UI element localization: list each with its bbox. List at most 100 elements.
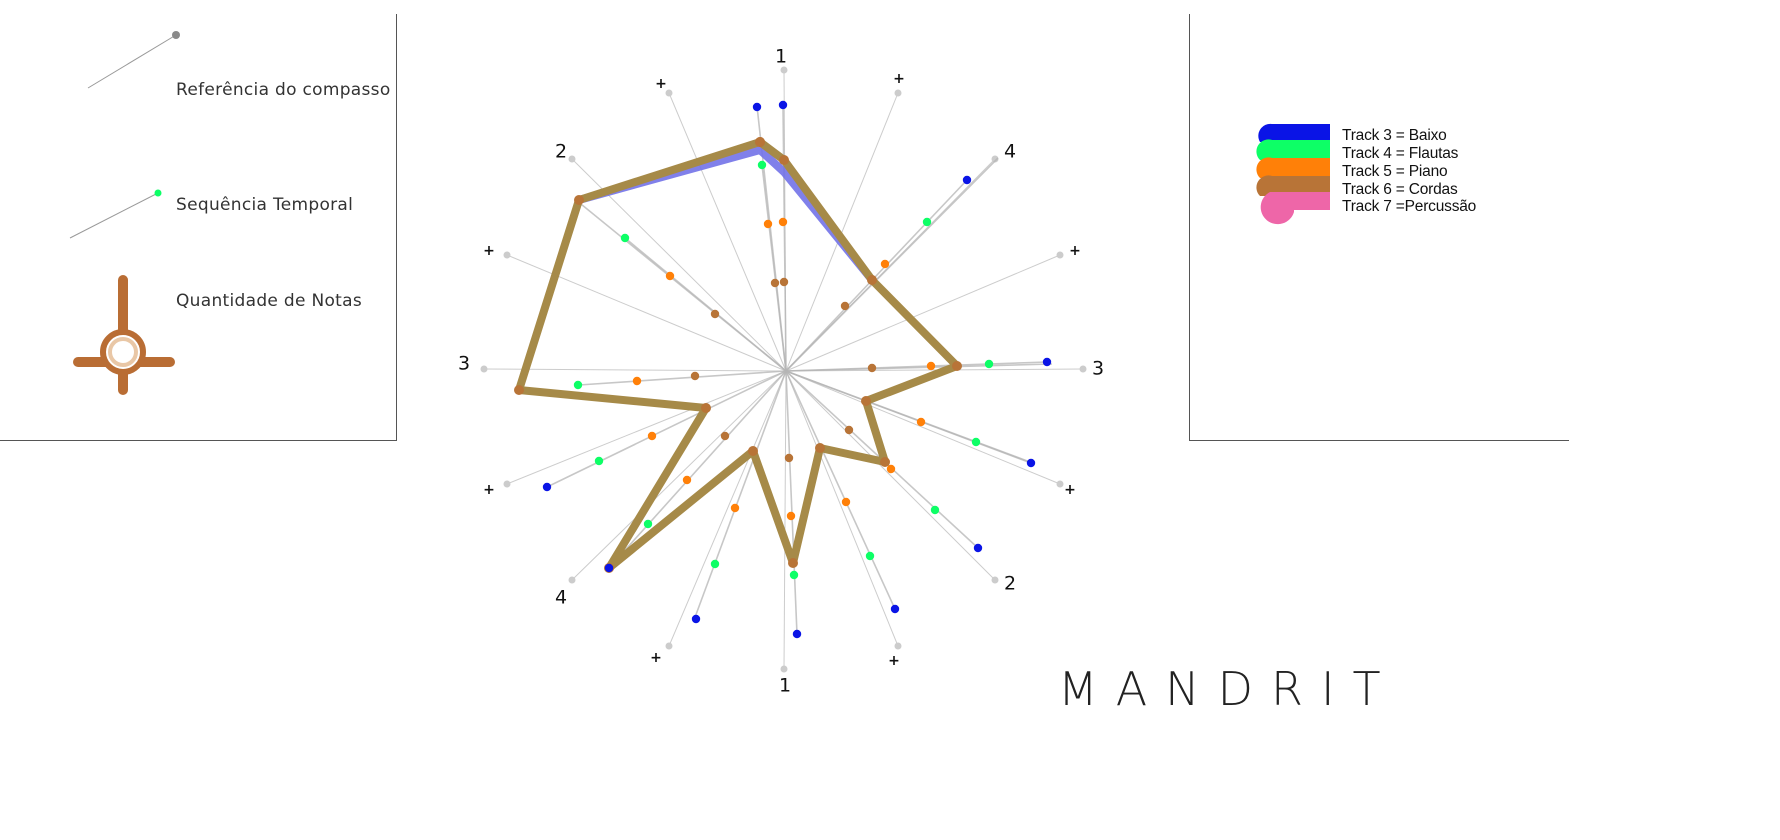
bar-reference-dot [1056, 480, 1064, 488]
beat-label: + [888, 653, 900, 669]
piano-dot [682, 475, 692, 485]
bar-reference-line [785, 370, 899, 647]
beat-label: 1 [779, 675, 791, 697]
track-3-legend-item: Track 3 = Baixo [1336, 126, 1447, 144]
bar-reference-dot [1079, 365, 1087, 373]
beat-label: + [893, 71, 905, 87]
outline-vertex [701, 403, 711, 413]
track-dots [542, 100, 1052, 639]
bar-reference-lines [480, 66, 1087, 673]
piano-dot [916, 417, 926, 427]
note-quantity-icon [73, 275, 175, 395]
legend-label-bar-reference: Referência do compasso [176, 80, 391, 100]
temporal-sequence-line [575, 199, 787, 372]
bar-reference-dot [780, 665, 788, 673]
bar-reference-line [571, 370, 787, 581]
bar-reference-line [668, 370, 787, 647]
track-4-label: Track 4 = Flautas [1342, 144, 1459, 162]
bar-reference-dot [568, 155, 576, 163]
outline-vertex [952, 361, 962, 371]
bar-reference-line [785, 92, 899, 372]
piano-dot [730, 503, 740, 513]
bass-dot [1042, 357, 1052, 367]
strings-dot [844, 425, 854, 435]
temporal-sequence-line [546, 370, 787, 488]
track-6-label: Track 6 = Cordas [1342, 180, 1458, 198]
bar-reference-line [785, 254, 1061, 372]
track-6-legend-item: Track 6 = Cordas [1336, 180, 1458, 198]
track-3-label: Track 3 = Baixo [1342, 126, 1447, 144]
strings-dot [840, 301, 850, 311]
track-7-label: Track 7 =Percussão [1342, 197, 1477, 215]
legend-label-temporal-sequence: Sequência Temporal [176, 195, 354, 215]
track-4-swatch-icon [1256, 139, 1330, 160]
note-quantity-outline [514, 137, 962, 573]
temporal-sequence-lines [546, 104, 1053, 635]
bar-reference-line [571, 158, 787, 372]
bass-dot [973, 543, 983, 553]
bar-reference-dot [665, 642, 673, 650]
strings-dot [770, 278, 780, 288]
temporal-sequence-line [782, 104, 787, 372]
beat-label: 4 [1004, 141, 1016, 163]
outline-vertex [604, 563, 614, 573]
beat-label: + [1069, 243, 1081, 259]
bar-reference-line [783, 370, 787, 670]
track-swatches [1256, 123, 1330, 225]
bar-reference-dot [503, 480, 511, 488]
beat-label: 3 [458, 353, 470, 375]
outline-vertex [815, 443, 825, 453]
piano-dot [926, 361, 936, 371]
piano-dot [763, 219, 773, 229]
beat-label: 3 [1092, 358, 1104, 380]
beat-label: + [1064, 482, 1076, 498]
bar-reference-line [785, 158, 996, 372]
temporal-sequence-line [785, 370, 896, 610]
bass-dot [604, 563, 614, 573]
bass-dot [962, 175, 972, 185]
flute-dot [573, 380, 583, 390]
flute-dot [971, 437, 981, 447]
outline-vertex [574, 195, 584, 205]
outline-vertex [514, 385, 524, 395]
temporal-sequence-line [785, 370, 979, 549]
track-4-legend-item: Track 4 = Flautas [1336, 144, 1458, 162]
beat-label: 2 [555, 141, 567, 163]
strings-dot [784, 453, 794, 463]
temporal-sequence-line [761, 164, 787, 372]
bar-reference-dot-icon [172, 31, 180, 39]
piano-dot [786, 511, 796, 521]
beat-label: + [650, 650, 662, 666]
beat-label: + [483, 482, 495, 498]
track-5-legend-item: Track 5 = Piano [1336, 162, 1448, 180]
flute-dot [594, 456, 604, 466]
temporal-sequence-line [785, 363, 1053, 372]
track-6-swatch-icon [1256, 175, 1330, 196]
temporal-sequence-line [785, 370, 798, 635]
temporal-sequence-line [693, 370, 787, 621]
outline-vertex [880, 457, 890, 467]
flute-dot [922, 217, 932, 227]
temporal-sequence-line [624, 237, 787, 372]
track-5-label: Track 5 = Piano [1342, 162, 1448, 180]
piano-dot [886, 464, 896, 474]
outline-vertex [755, 137, 765, 147]
piano-dot [665, 271, 675, 281]
bar-reference-line [785, 368, 1084, 372]
bar-reference-dot [894, 642, 902, 650]
piano-dot [880, 259, 890, 269]
bar-reference-dot [665, 89, 673, 97]
outline-vertex [861, 396, 871, 406]
beat-label: 1 [775, 46, 787, 68]
piano-dot [778, 217, 788, 227]
legend-label-note-quantity: Quantidade de Notas [176, 291, 363, 311]
track-5-swatch-icon [1256, 157, 1330, 178]
flute-dot [865, 551, 875, 561]
temporal-sequence-line [785, 370, 1031, 463]
temporal-sequence-dot-icon [154, 189, 162, 197]
bar-reference-dot [991, 155, 999, 163]
temporal-sequence-line [785, 361, 1048, 372]
track-7-legend-item: Track 7 =Percussão [1336, 197, 1476, 215]
beat-label: 4 [555, 587, 567, 609]
temporal-sequence-line-icon [69, 192, 159, 239]
